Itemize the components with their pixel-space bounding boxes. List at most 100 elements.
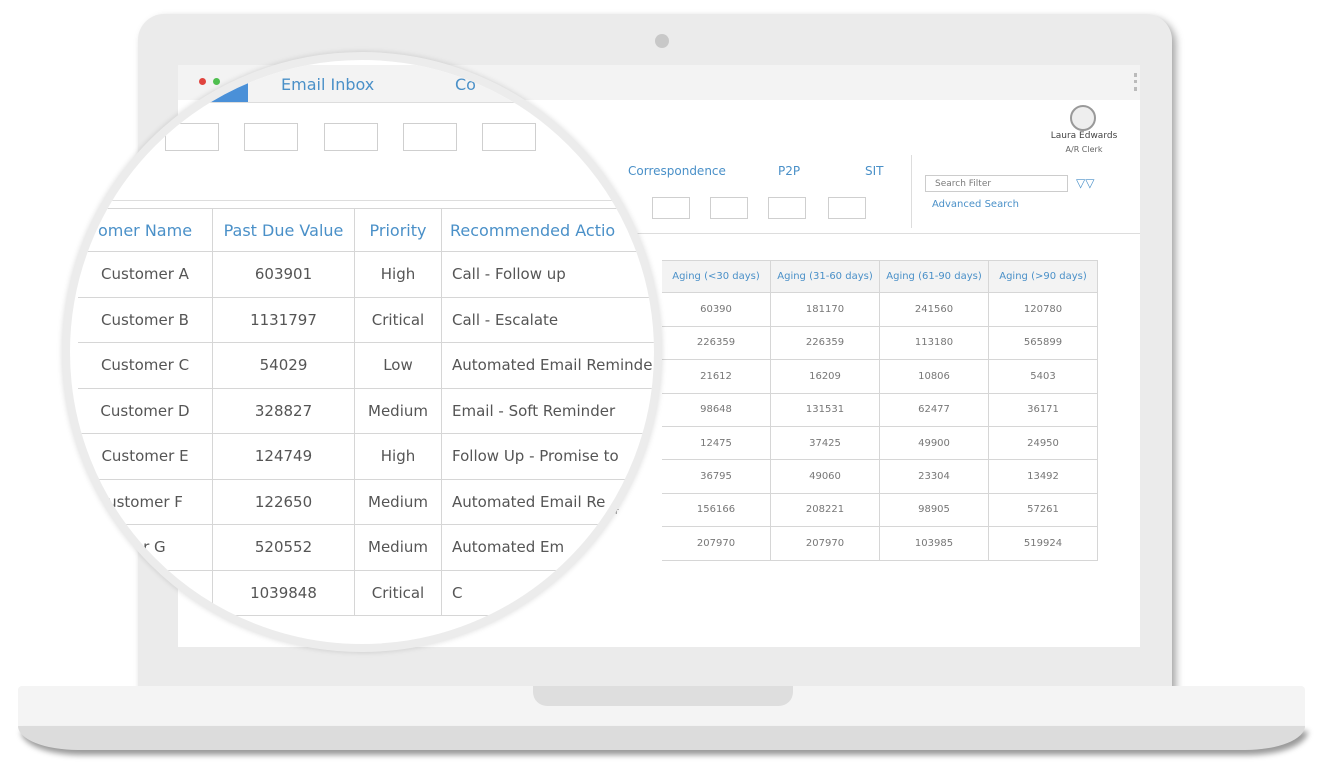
tool-button[interactable]: [324, 123, 378, 151]
table-cell: C: [442, 571, 654, 616]
table-cell: [78, 570, 213, 616]
table-cell: 36171: [989, 393, 1098, 427]
table-cell: 24950: [989, 427, 1098, 461]
column-header: Aging (<30 days): [662, 260, 771, 294]
table-cell: Automated Em: [442, 525, 654, 571]
table-cell: 57261: [989, 493, 1098, 528]
table-cell: Customer C: [78, 343, 213, 389]
window-tab[interactable]: Co: [455, 75, 476, 94]
table-cell: 208221: [771, 493, 880, 528]
table-cell: 16209: [771, 360, 880, 394]
table-cell: 103985: [880, 527, 989, 561]
table-cell: 54029: [213, 343, 355, 389]
menu[interactable]: [1134, 73, 1140, 91]
table-cell: 12475: [662, 427, 771, 461]
table-cell: 328827: [213, 388, 355, 434]
tool-button[interactable]: [652, 197, 690, 219]
table-cell: Medium: [355, 388, 442, 434]
table-cell: 124749: [213, 434, 355, 480]
table-cell: Call - Follow up: [442, 252, 654, 298]
tab-bar: [70, 65, 654, 103]
tool-button[interactable]: [828, 197, 866, 219]
table-cell: High: [355, 434, 442, 480]
table-cell: 5403: [989, 360, 1098, 394]
column-header: Priority: [355, 208, 442, 252]
table-cell: Customer E: [78, 434, 213, 480]
tool-button[interactable]: [710, 197, 748, 219]
column-header: Aging (61-90 days): [880, 260, 989, 294]
table-cell: 226359: [662, 326, 771, 361]
tool-button[interactable]: [482, 123, 536, 151]
table-cell: 49900: [880, 427, 989, 461]
table-cell: Customer B: [78, 297, 213, 343]
table-cell: Follow Up - Promise to: [442, 434, 654, 480]
table-cell: Low: [355, 343, 442, 389]
table-cell: 565899: [989, 326, 1098, 361]
camera: [655, 34, 669, 48]
table-cell: 207970: [771, 527, 880, 561]
table-cell: 131531: [771, 393, 880, 427]
table-cell: 21612: [662, 360, 771, 394]
table-cell: ustomer F: [78, 479, 213, 525]
table-cell: 226359: [771, 326, 880, 361]
table-cell: Automated Email Reminde: [442, 343, 654, 389]
table-cell: 98648: [662, 393, 771, 427]
filter-icons[interactable]: ▽▽: [1076, 176, 1095, 190]
divider: [70, 200, 654, 201]
table-cell: Call - Escalate: [442, 298, 654, 343]
table-cell: 520552: [213, 525, 355, 571]
table-cell: 1039848: [213, 570, 355, 616]
table-cell: 156166: [662, 493, 771, 528]
table-cell: 60390: [662, 293, 771, 327]
user-name: Laura Edwards: [1050, 131, 1118, 141]
table-cell: 122650: [213, 479, 355, 525]
search-input[interactable]: Search Filter: [925, 175, 1068, 192]
nav-tab[interactable]: P2P: [778, 164, 801, 178]
table-cell: 49060: [771, 460, 880, 494]
table-cell: Critical: [355, 570, 442, 616]
divider: [178, 233, 1140, 234]
table-cell: Critical: [355, 297, 442, 343]
column-header: Past Due Value: [213, 208, 355, 252]
column-header: Recommended Actio: [442, 208, 654, 252]
nav-tab[interactable]: SIT: [865, 164, 884, 178]
laptop-base-edge: [18, 726, 1305, 750]
tool-button[interactable]: [165, 123, 219, 151]
laptop-notch: [533, 686, 793, 706]
table-cell: 120780: [989, 293, 1098, 327]
magnifier: Email Inbox Co omer Name Past Due Value Pr…: [62, 52, 662, 652]
table-cell: 603901: [213, 252, 355, 298]
table-cell: 181170: [771, 293, 880, 327]
advanced-search-link[interactable]: Advanced Search: [932, 199, 1019, 210]
table-cell: 62477: [880, 393, 989, 427]
table-cell: Medium: [355, 525, 442, 571]
column-header: Aging (31-60 days): [771, 260, 880, 294]
table-cell: 241560: [880, 293, 989, 327]
table-cell: High: [355, 252, 442, 298]
table-cell: Customer A: [78, 252, 213, 298]
table-cell: Customer D: [78, 388, 213, 434]
user-role: A/R Clerk: [1065, 145, 1103, 154]
table-cell: 10806: [880, 360, 989, 394]
dot: [214, 69, 221, 76]
table-cell: 13492: [989, 460, 1098, 494]
tool-button[interactable]: [768, 197, 806, 219]
table-cell: 519924: [989, 527, 1098, 561]
table-cell: Automated Email Re: [442, 480, 654, 525]
table-cell: 98905: [880, 493, 989, 528]
column-header: Aging (>90 days): [989, 260, 1098, 294]
tool-button[interactable]: [403, 123, 457, 151]
dot: [200, 69, 207, 76]
column-header: omer Name: [78, 208, 213, 252]
table-cell: 36795: [662, 460, 771, 494]
avatar: [1070, 105, 1096, 131]
nav-tab[interactable]: Correspondence: [628, 164, 726, 178]
table-cell: Email - Soft Reminder: [442, 389, 654, 434]
table-cell: ner G: [78, 525, 213, 571]
table-cell: 207970: [662, 527, 771, 561]
table-cell: 113180: [880, 326, 989, 361]
tool-button[interactable]: [244, 123, 298, 151]
table-cell: 37425: [771, 427, 880, 461]
window-tab[interactable]: Email Inbox: [281, 75, 375, 94]
